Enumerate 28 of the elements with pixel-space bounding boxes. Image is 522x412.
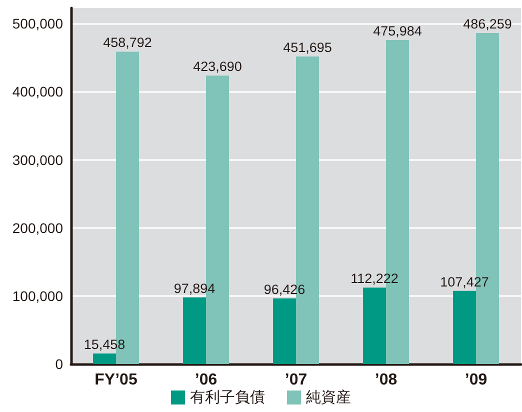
x-tick-label: ’08 — [374, 372, 398, 388]
data-label: 475,984 — [373, 24, 422, 39]
legend-label: 純資産 — [306, 389, 351, 406]
y-tick-label: 200,000 — [12, 220, 64, 236]
bar — [453, 290, 476, 364]
bar — [273, 298, 296, 364]
x-tick-label: ’09 — [464, 372, 488, 388]
x-tick-label: ’07 — [284, 372, 308, 388]
bar — [183, 297, 206, 364]
x-tick-label: ’06 — [194, 372, 218, 388]
bar — [363, 288, 386, 364]
data-label: 486,259 — [463, 16, 512, 32]
x-tick-label: FY’05 — [94, 372, 138, 388]
y-tick-label: 300,000 — [12, 152, 64, 168]
y-tick-label: 500,000 — [12, 16, 64, 32]
y-tick-label: 100,000 — [12, 288, 64, 304]
y-tick-label: 0 — [55, 356, 64, 372]
data-label: 97,894 — [174, 280, 216, 296]
data-label: 107,427 — [440, 274, 489, 290]
data-label: 112,222 — [350, 271, 398, 286]
data-label: 458,792 — [103, 35, 152, 50]
y-tick-label: 400,000 — [12, 84, 64, 100]
data-label: 451,695 — [283, 40, 332, 56]
bar — [93, 353, 116, 364]
data-label: 15,458 — [84, 336, 126, 352]
data-label: 423,690 — [193, 59, 242, 74]
data-label: 96,426 — [264, 282, 306, 297]
legend-label: 有利子負債 — [190, 389, 265, 406]
